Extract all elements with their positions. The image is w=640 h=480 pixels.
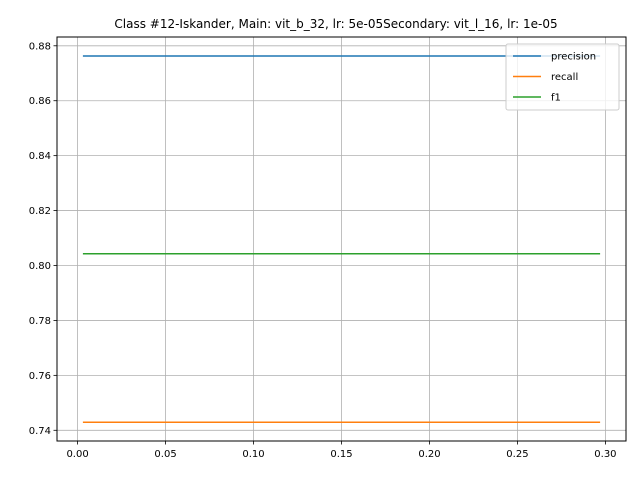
x-tick-label: 0.15 [330,449,352,460]
y-tick-label: 0.86 [29,96,51,107]
y-tick-label: 0.78 [29,316,51,327]
x-tick-label: 0.20 [418,449,440,460]
y-tick-label: 0.76 [29,371,51,382]
x-tick-label: 0.30 [594,449,616,460]
y-tick-label: 0.74 [29,426,51,437]
y-tick-label: 0.88 [29,41,51,52]
x-tick-label: 0.10 [242,449,264,460]
y-tick-label: 0.80 [29,261,51,272]
legend-label-precision: precision [551,52,596,63]
legend: precision recall f1 [505,43,620,111]
x-tick-label: 0.00 [66,449,88,460]
y-tick-label: 0.84 [29,151,51,162]
legend-box [505,43,620,111]
x-tick-label: 0.25 [506,449,528,460]
y-tick-label: 0.82 [29,206,51,217]
legend-label-recall: recall [551,72,578,83]
axes: 0.00 0.05 0.10 0.15 0.20 0.25 0.30 0.74 0.76 0.78… [29,41,617,460]
x-tick-label: 0.05 [154,449,176,460]
legend-label-f1: f1 [551,93,561,104]
chart-title: Class #12-Iskander, Main: vit_b_32, lr: … [114,17,557,31]
